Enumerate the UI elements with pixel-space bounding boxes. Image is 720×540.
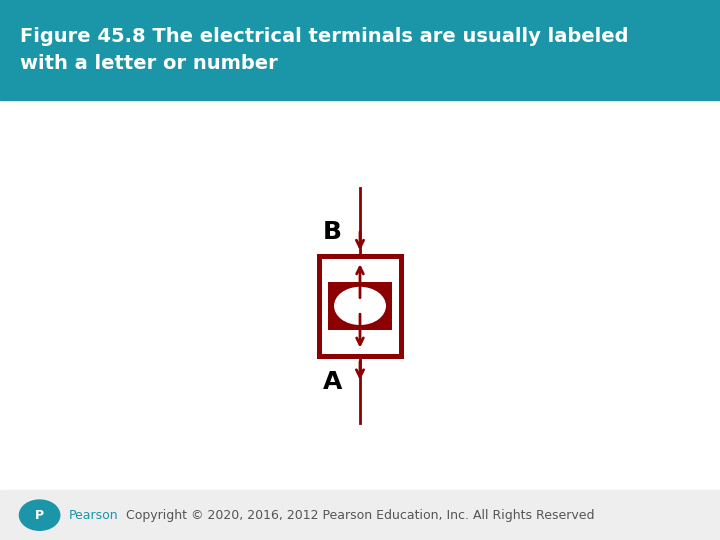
Bar [0, 0, 720, 100]
Text: P: P [35, 509, 44, 522]
Text: A: A [323, 370, 342, 394]
Text: Figure 45.8 The electrical terminals are usually labeled
with a letter or number: Figure 45.8 The electrical terminals are… [20, 27, 629, 73]
Text: Pearson: Pearson [68, 509, 118, 522]
Circle shape [333, 285, 387, 326]
Bar [319, 256, 402, 356]
Text: Copyright © 2020, 2016, 2012 Pearson Education, Inc. All Rights Reserved: Copyright © 2020, 2016, 2012 Pearson Edu… [126, 509, 594, 522]
Circle shape [19, 500, 60, 530]
Text: B: B [323, 220, 342, 244]
Bar [0, 490, 720, 540]
Bar [328, 282, 392, 330]
